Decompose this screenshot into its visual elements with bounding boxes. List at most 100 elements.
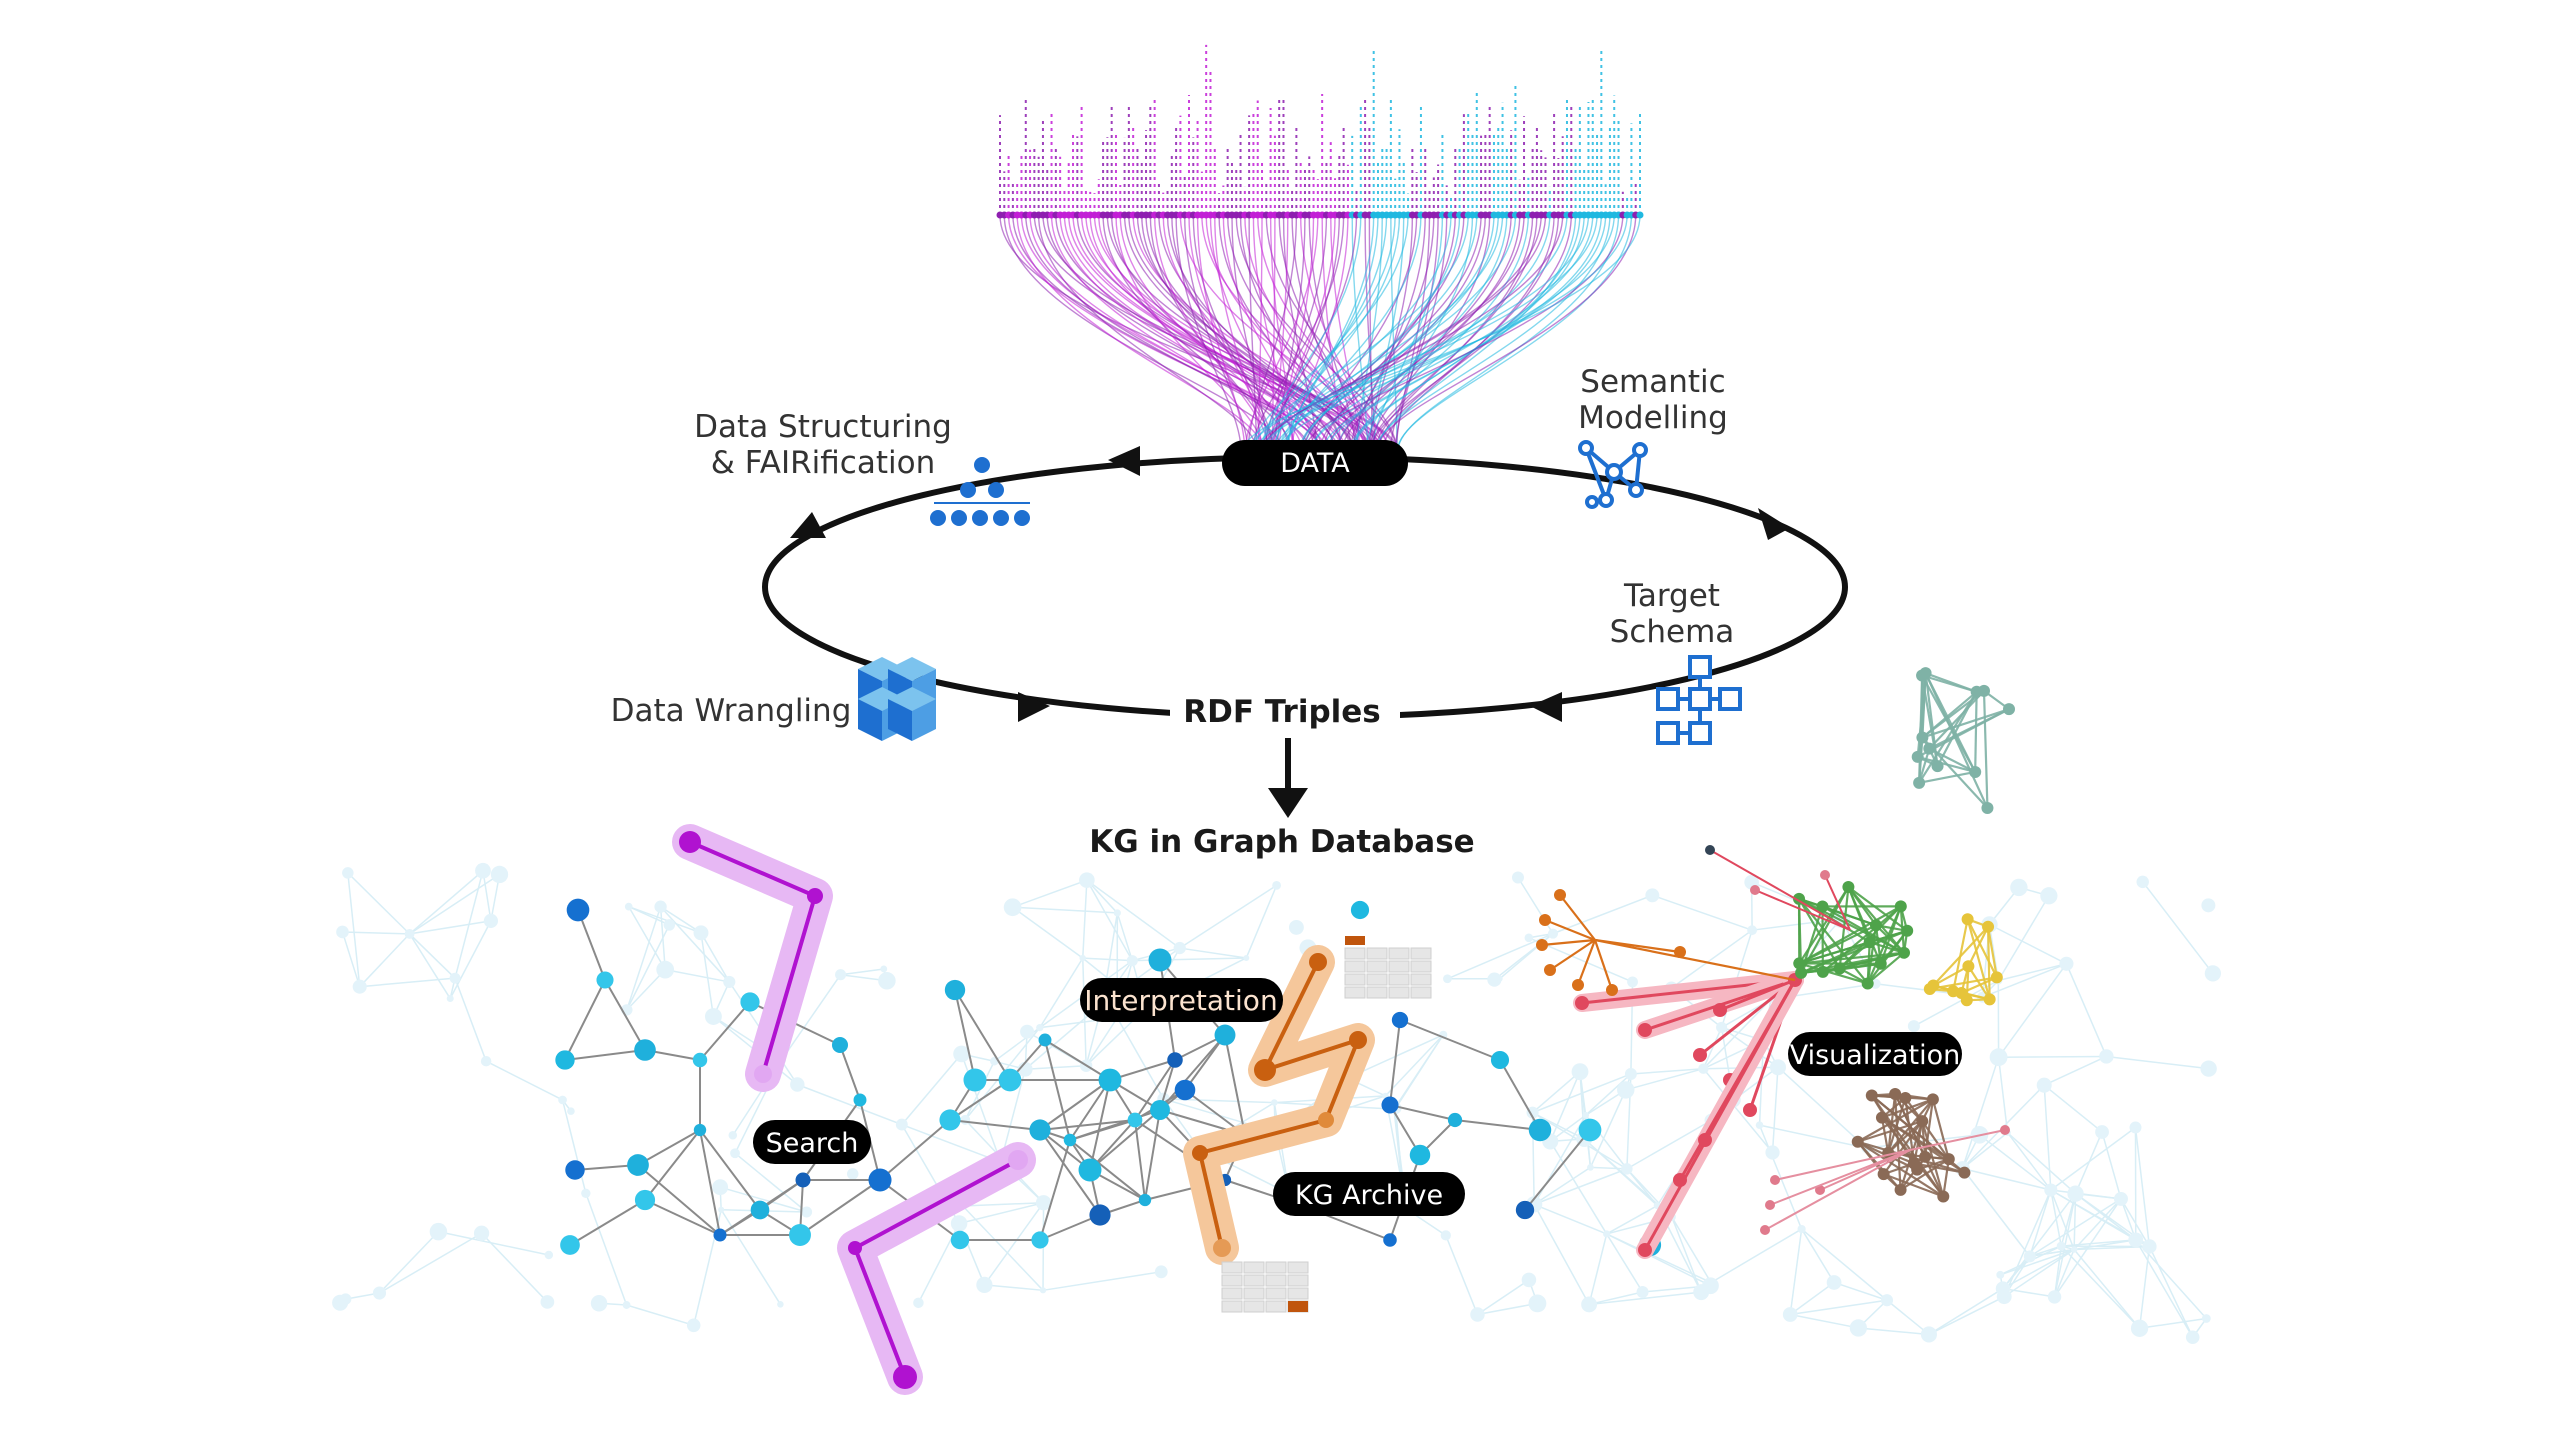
arrow-bottom-right bbox=[1530, 692, 1562, 722]
bg-node bbox=[1020, 1024, 1035, 1039]
data-fan-curve bbox=[1141, 214, 1324, 451]
bg-edge bbox=[1245, 885, 1278, 959]
bg-node bbox=[704, 1008, 722, 1025]
green-node bbox=[1816, 900, 1829, 913]
bg-edge bbox=[964, 1060, 995, 1121]
green-edge bbox=[1874, 925, 1882, 964]
bg-edge bbox=[2148, 1246, 2194, 1338]
bg-edge bbox=[1395, 1034, 1444, 1109]
bg-node bbox=[1113, 909, 1121, 917]
bg-node bbox=[2129, 1121, 2142, 1134]
bg-edge bbox=[379, 1232, 482, 1294]
data-fan-curve bbox=[1262, 214, 1628, 451]
orange-node bbox=[1674, 946, 1686, 958]
bg-edge bbox=[628, 905, 702, 934]
bg-edge bbox=[2053, 1245, 2062, 1298]
bg-node bbox=[2128, 1232, 2144, 1248]
data-fan-curve bbox=[1283, 214, 1478, 451]
data-fan-curve bbox=[1310, 214, 1418, 451]
green-node bbox=[1833, 962, 1846, 975]
bg-node bbox=[1571, 1063, 1589, 1081]
kg-edge bbox=[604, 979, 646, 1051]
step-target-line1: Target bbox=[1623, 578, 1720, 614]
kg-node bbox=[950, 1230, 970, 1250]
kg-edge bbox=[1089, 1109, 1161, 1171]
bg-edge bbox=[626, 906, 662, 1011]
bg-edge bbox=[840, 968, 884, 976]
data-fan-curve bbox=[1278, 214, 1371, 451]
table-marker bbox=[1345, 936, 1365, 945]
bg-edge bbox=[1590, 1166, 1627, 1170]
data-fan-curve bbox=[1256, 214, 1598, 451]
bg-edge bbox=[1702, 998, 1772, 1070]
bg-edge bbox=[1012, 906, 1084, 959]
orange-node bbox=[1539, 914, 1551, 926]
bg-edge bbox=[2073, 1249, 2141, 1329]
green-edge bbox=[1847, 886, 1908, 932]
cluster-spoke bbox=[1909, 1129, 2006, 1151]
bg-node bbox=[950, 1215, 968, 1232]
bg-node bbox=[1996, 1289, 2012, 1305]
brown-edge bbox=[1883, 1173, 1944, 1198]
bg-edge bbox=[1445, 1235, 1479, 1315]
bg-node bbox=[654, 900, 667, 913]
bg-edge bbox=[780, 974, 842, 1061]
kg-edge bbox=[1044, 1039, 1111, 1081]
table-cell bbox=[1410, 986, 1432, 999]
bg-edge bbox=[585, 1193, 628, 1306]
bg-node bbox=[2095, 1125, 2109, 1139]
yellow-edge bbox=[1932, 965, 1969, 987]
data-fan-curves bbox=[999, 214, 1641, 451]
bg-node bbox=[1920, 1326, 1937, 1343]
bg-node bbox=[1645, 888, 1660, 903]
step-semantic-line1: Semantic bbox=[1580, 364, 1725, 400]
kg-edge bbox=[1069, 1109, 1161, 1141]
bg-node bbox=[1702, 1277, 1719, 1295]
data-fan-curve bbox=[1063, 214, 1347, 451]
bg-edge bbox=[2138, 1246, 2151, 1329]
data-fan-curve bbox=[1278, 214, 1452, 451]
data-fan-curve bbox=[1098, 214, 1343, 451]
bg-node bbox=[846, 1168, 859, 1180]
bg-edge bbox=[901, 1053, 963, 1126]
bg-node bbox=[1782, 1307, 1798, 1322]
green-node bbox=[1901, 924, 1914, 937]
kg-node bbox=[868, 1168, 892, 1192]
cluster-spoke-node bbox=[1820, 870, 1830, 880]
table-cell bbox=[1287, 1287, 1309, 1300]
data-fan-curve bbox=[1262, 214, 1547, 451]
bg-node bbox=[730, 1148, 740, 1159]
brown-edge bbox=[1921, 1120, 1950, 1160]
green-edge bbox=[1847, 886, 1877, 926]
bg-node bbox=[1524, 933, 1534, 943]
kg-node bbox=[1063, 1133, 1077, 1147]
kg-node bbox=[1214, 1024, 1236, 1046]
bg-node bbox=[1907, 1020, 1920, 1033]
kg-node bbox=[693, 1123, 707, 1137]
table-cell bbox=[1344, 973, 1366, 986]
bg-edge bbox=[2142, 881, 2214, 974]
brown-node bbox=[1894, 1183, 1907, 1196]
bg-node bbox=[1528, 1294, 1547, 1313]
bg-edge bbox=[1789, 1281, 1835, 1316]
bg-edge bbox=[700, 932, 715, 1017]
bg-node bbox=[2201, 1314, 2211, 1323]
orange-edge bbox=[1544, 918, 1596, 942]
kg-node bbox=[1528, 1118, 1552, 1142]
green-node bbox=[1816, 965, 1829, 978]
kg-graph-db-label: KG in Graph Database bbox=[1089, 824, 1474, 860]
kg-node bbox=[596, 971, 614, 989]
kg-node bbox=[789, 1224, 811, 1246]
bg-edge bbox=[2003, 1189, 2052, 1297]
kg-node bbox=[1350, 900, 1370, 920]
bg-edge bbox=[1179, 947, 1247, 959]
brown-node bbox=[1926, 1093, 1939, 1106]
bg-node bbox=[2056, 1241, 2066, 1251]
bg-edge bbox=[561, 1099, 587, 1194]
bg-node bbox=[718, 1206, 725, 1213]
bg-edge bbox=[962, 1201, 1044, 1207]
bg-node bbox=[1496, 975, 1503, 982]
kg-edge bbox=[1044, 1039, 1071, 1141]
bg-edge bbox=[1549, 1071, 1581, 1142]
bg-edge bbox=[1588, 1233, 1608, 1305]
